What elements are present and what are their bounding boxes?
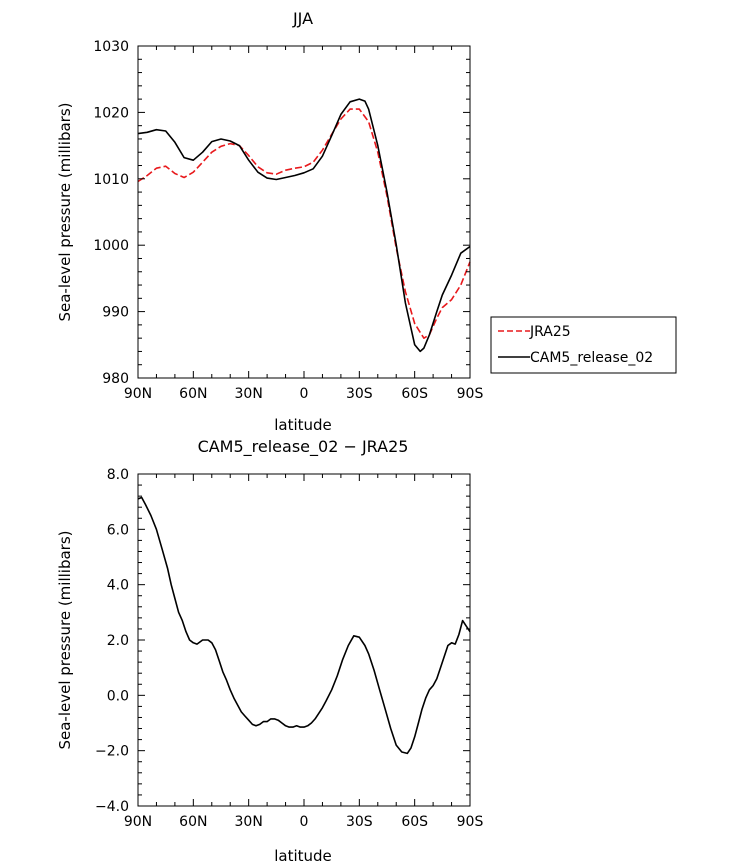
- series-line-difference: [137, 496, 471, 755]
- top-y-axis-label: Sea-level pressure (millibars): [56, 102, 74, 321]
- y-tick-label: 1020: [93, 105, 129, 121]
- plot-frame: [137, 45, 471, 379]
- y-tick-label: 0.0: [107, 688, 129, 704]
- legend: JRA25 CAM5_release_02: [490, 316, 677, 374]
- plot-frame: [137, 473, 471, 807]
- bottom-y-axis-label: Sea-level pressure (millibars): [56, 530, 74, 749]
- x-tick-label: 60S: [401, 386, 428, 402]
- x-tick-label: 0: [300, 386, 309, 402]
- legend-label-cam5: CAM5_release_02: [530, 350, 653, 366]
- y-tick-label: 1010: [93, 172, 129, 188]
- x-tick-label: 30S: [346, 386, 373, 402]
- top-x-axis-label: latitude: [274, 416, 332, 434]
- x-tick-label: 30N: [235, 386, 263, 402]
- x-tick-label: 90S: [457, 814, 484, 830]
- y-tick-label: 2.0: [107, 633, 129, 649]
- y-tick-label: −2.0: [95, 744, 129, 760]
- x-tick-label: 60N: [179, 814, 207, 830]
- y-tick-label: 8.0: [107, 467, 129, 483]
- y-tick-label: 6.0: [107, 522, 129, 538]
- x-tick-label: 30N: [235, 814, 263, 830]
- y-tick-label: 990: [102, 305, 129, 321]
- x-tick-label: 90N: [124, 814, 152, 830]
- x-tick-label: 30S: [346, 814, 373, 830]
- bottom-panel: CAM5_release_02 − JRA25 latitude Sea-lev…: [56, 437, 483, 865]
- series-line-jra25: [137, 108, 471, 339]
- x-tick-label: 90N: [124, 386, 152, 402]
- top-panel: JJA latitude Sea-level pressure (milliba…: [56, 9, 483, 434]
- legend-label-jra25: JRA25: [529, 324, 571, 340]
- x-tick-label: 0: [300, 814, 309, 830]
- x-tick-label: 60S: [401, 814, 428, 830]
- y-tick-label: 1030: [93, 39, 129, 55]
- x-tick-label: 90S: [457, 386, 484, 402]
- bottom-x-axis-label: latitude: [274, 847, 332, 865]
- bottom-chart-title: CAM5_release_02 − JRA25: [198, 437, 409, 457]
- y-tick-label: 1000: [93, 238, 129, 254]
- y-tick-label: 4.0: [107, 578, 129, 594]
- top-chart-title: JJA: [292, 9, 313, 28]
- x-tick-label: 60N: [179, 386, 207, 402]
- legend-box: [490, 316, 677, 374]
- y-tick-label: 980: [102, 371, 129, 387]
- series-line-cam5-release-02: [137, 98, 471, 353]
- y-tick-label: −4.0: [95, 799, 129, 815]
